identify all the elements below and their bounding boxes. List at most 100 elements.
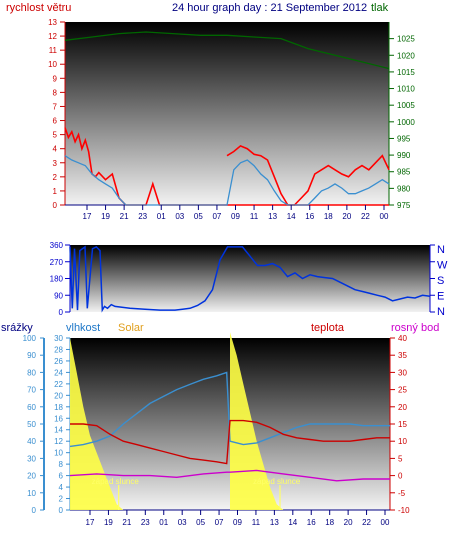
panel3-x-tick-label: 00 [381,518,390,527]
panel1-series-tlak [64,31,390,70]
panel3-teplota-tick-label: 20 [398,403,407,412]
panel3-teplota-tick-label: -10 [398,506,410,515]
panel2-compass-label: E [437,291,444,303]
panel3-vlhkost-tick-label: 26 [54,357,63,366]
panel1-right-tick-label: 980 [397,184,411,193]
panel1-series-wind-avg [64,155,390,206]
panel3-x-tick-label: 05 [196,518,205,527]
panel3-sunset-label: západ slunce [92,477,140,486]
panel3-vlhkost-tick-label: 30 [54,334,63,343]
panel3-series-vlhkost [69,371,390,448]
panel3-srazky-tick-label: 90 [27,351,36,360]
panel2-left-tick-label: 180 [50,275,64,284]
panel1-right-tick-label: 985 [397,168,411,177]
panel1-x-tick-label: 19 [101,212,110,221]
panel3-sunset-label: západ slunce [253,477,301,486]
panel1-right-tick-label: 1000 [397,118,415,127]
panel3-x-tick-label: 19 [104,518,113,527]
panel3-teplota-tick-label: 15 [398,420,407,429]
panel3-teplota-tick-label: 0 [398,472,403,481]
panel3-vlhkost-tick-label: 12 [54,437,63,446]
panel3-x-tick-label: 20 [344,518,353,527]
panel1-x-tick-label: 17 [83,212,92,221]
panel1-title: 24 hour graph day : 21 September 2012 [172,2,367,14]
panel1-left-tick-label: 1 [53,187,58,196]
panel3-x-tick-label: 17 [86,518,95,527]
panel2-left-tick-label: 0 [59,308,64,317]
panel1-right-tick-label: 990 [397,151,411,160]
panel3-x-tick-label: 14 [288,518,297,527]
panel3-srazky-tick-label: 70 [27,386,36,395]
panel3-teplota-tick-label: 35 [398,351,407,360]
panel3-srazky-tick-label: 80 [27,368,36,377]
panel1-x-tick-label: 05 [194,212,203,221]
panel3-series-teplota [70,419,390,465]
panel3-vlhkost-tick-label: 24 [54,368,63,377]
panel1-right-tick-label: 975 [397,201,411,210]
panel3-x-tick-label: 11 [252,518,261,527]
panel3-series-rosny-bod [69,469,390,482]
panel3-x-tick-label: 16 [307,518,316,527]
panel1-left-tick-label: 13 [48,18,57,27]
panel3-srazky-label: srážky [1,322,33,334]
panel3-srazky-tick-label: 100 [23,334,37,343]
panel1-left-tick-label: 10 [48,60,57,69]
panel3-vlhkost-tick-label: 4 [59,483,64,492]
panel3-srazky-tick-label: 0 [32,506,37,515]
panel1-left-tick-label: 3 [53,159,58,168]
tick-layer: 0123456789101112139759809859909951000100… [23,18,448,527]
panel3-srazky-tick-label: 20 [27,472,36,481]
panel2-series-direction [69,245,431,313]
panel1-left-tick-label: 7 [53,102,58,111]
panel2-left-tick-label: 90 [54,291,63,300]
panel1-x-tick-label: 20 [342,212,351,221]
panel1-x-tick-label: 00 [380,212,389,221]
panel1-left-tick-label: 4 [53,145,58,154]
panel1-left-tick-label: 5 [53,131,58,140]
panel3-x-tick-label: 23 [141,518,150,527]
panel2-compass-label: S [437,275,444,287]
panel1-x-tick-label: 09 [231,212,240,221]
panel1-plot-area [65,22,389,205]
panel3-solar-label: Solar [118,322,144,334]
panel1-x-tick-label: 11 [250,212,259,221]
panel3-rosny-bod-label: rosný bod [391,322,439,334]
panel2-left-tick-label: 360 [50,241,64,250]
panel2-compass-label: N [437,306,445,318]
panel3-srazky-tick-label: 40 [27,437,36,446]
panel3-teplota-label: teplota [311,322,345,334]
panel1-x-tick-label: 13 [268,212,277,221]
panel1-left-tick-label: 8 [53,88,58,97]
panel1-right-axis-label: tlak [371,2,389,14]
panel1-right-tick-label: 1010 [397,85,415,94]
panel3-teplota-tick-label: 40 [398,334,407,343]
panel3-srazky-tick-label: 50 [27,420,36,429]
panel1-left-axis-label: rychlost větru [6,2,71,14]
panel1-x-tick-label: 16 [305,212,314,221]
panel1-left-tick-label: 9 [53,74,58,83]
panel1-left-tick-label: 2 [53,173,58,182]
panel1-left-tick-label: 12 [48,32,57,41]
panel3-x-tick-label: 01 [159,518,168,527]
panel2-compass-label: N [437,244,445,256]
panel3-teplota-tick-label: 30 [398,368,407,377]
panel3-vlhkost-tick-label: 20 [54,391,63,400]
panel3-vlhkost-tick-label: 14 [54,426,63,435]
panel3-x-tick-label: 18 [325,518,334,527]
series-layer [64,31,431,510]
panel3-x-tick-label: 09 [233,518,242,527]
panel3-x-tick-label: 07 [215,518,224,527]
panel3-vlhkost-tick-label: 10 [54,449,63,458]
panel3-vlhkost-tick-label: 0 [59,506,64,515]
panel3-vlhkost-label: vlhkost [66,322,100,334]
panel1-x-tick-label: 18 [324,212,333,221]
panel1-right-tick-label: 1025 [397,35,415,44]
panel3-vlhkost-tick-label: 8 [59,460,64,469]
panel1-x-tick-label: 03 [175,212,184,221]
panel3-vlhkost-tick-label: 28 [54,345,63,354]
panel1-x-tick-label: 14 [287,212,296,221]
panel3-srazky-tick-label: 10 [27,489,36,498]
panel1-right-tick-label: 1005 [397,101,415,110]
